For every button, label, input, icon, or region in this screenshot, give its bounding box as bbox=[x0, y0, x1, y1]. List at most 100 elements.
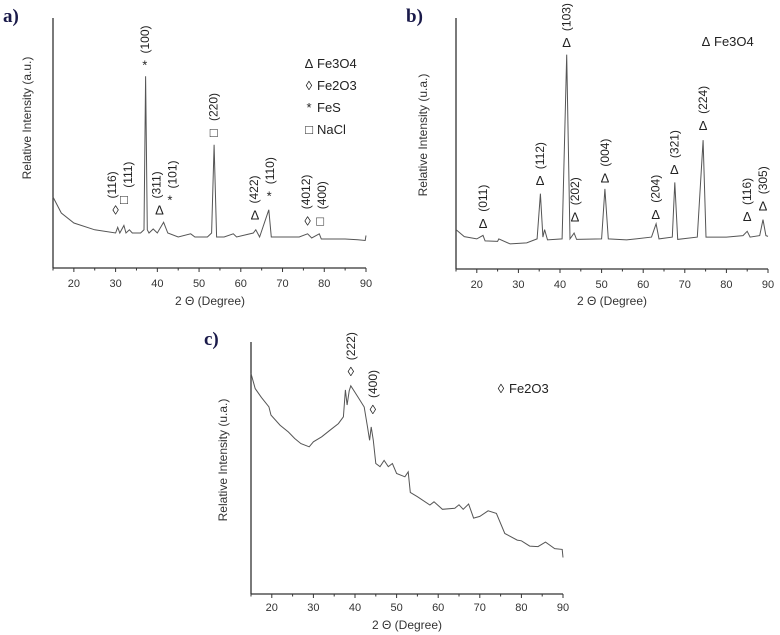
peak-marker: * bbox=[267, 188, 272, 203]
peak-label: (110) bbox=[263, 157, 277, 184]
peak-annotation: □ (111) bbox=[120, 162, 135, 207]
peak-marker: ◊ bbox=[304, 213, 311, 228]
peak-annotation: Δ (103) bbox=[560, 3, 574, 50]
legend-label: Fe2O3 bbox=[509, 381, 549, 396]
x-tick-label: 70 bbox=[679, 279, 691, 291]
peak-label: (305) bbox=[756, 166, 770, 194]
peak-annotation: ◊ (400) bbox=[366, 370, 380, 417]
x-tick-label: 90 bbox=[557, 602, 569, 614]
legend: Δ Fe3O4 bbox=[702, 34, 754, 49]
y-axis-label: Relative Intensity (u.a.) bbox=[216, 399, 230, 522]
peak-marker: Δ bbox=[601, 171, 610, 186]
peak-label: (112) bbox=[533, 142, 547, 169]
peak-label: (224) bbox=[696, 86, 710, 114]
panel-label: c) bbox=[204, 329, 219, 350]
x-tick-label: 20 bbox=[68, 278, 80, 290]
xrd-pattern-line bbox=[455, 54, 769, 245]
x-tick-label: 80 bbox=[318, 278, 330, 290]
x-axis-label: 2 Θ (Degree) bbox=[175, 294, 245, 308]
peak-annotation: Δ (112) bbox=[533, 142, 547, 188]
x-tick-label: 50 bbox=[595, 279, 607, 291]
x-tick-label: 60 bbox=[637, 279, 649, 291]
peak-annotation: Δ (204) bbox=[649, 175, 663, 222]
peak-label: (100) bbox=[138, 25, 152, 53]
peak-label: (202) bbox=[568, 177, 582, 205]
peak-marker: Δ bbox=[251, 208, 260, 223]
xrd-pattern-line bbox=[250, 373, 564, 558]
x-axis-label: 2 Θ (Degree) bbox=[372, 618, 442, 632]
peak-label: (204) bbox=[649, 175, 663, 203]
peak-annotation: Δ (224) bbox=[696, 86, 710, 133]
peak-label: (400) bbox=[366, 370, 380, 398]
peak-marker: Δ bbox=[743, 209, 752, 224]
x-tick-label: 30 bbox=[307, 602, 319, 614]
x-tick-label: 50 bbox=[193, 278, 205, 290]
peak-annotation: Δ (004) bbox=[598, 139, 612, 186]
x-tick-label: 30 bbox=[109, 278, 121, 290]
peak-label: (400) bbox=[315, 181, 329, 209]
peak-marker: Δ bbox=[571, 209, 580, 224]
peak-annotation: ◊ (4012) bbox=[299, 175, 313, 229]
legend-symbol: □ bbox=[305, 122, 313, 137]
x-tick-label: 80 bbox=[515, 602, 527, 614]
y-axis-label: Relative Intensity (u.a.) bbox=[416, 74, 430, 197]
x-tick-label: 90 bbox=[360, 278, 372, 290]
peak-annotation: Δ (311) bbox=[150, 171, 164, 217]
x-tick-label: 80 bbox=[720, 279, 732, 291]
x-tick-label: 40 bbox=[554, 279, 566, 291]
peak-marker: ◊ bbox=[370, 402, 377, 417]
peak-marker: ◊ bbox=[348, 364, 355, 379]
legend-label: NaCl bbox=[317, 122, 346, 137]
peak-label: (011) bbox=[476, 185, 490, 212]
x-tick-label: 20 bbox=[266, 602, 278, 614]
peak-annotation: Δ (011) bbox=[476, 185, 490, 231]
peak-marker: □ bbox=[120, 192, 128, 207]
legend-symbol: Δ bbox=[702, 34, 711, 49]
legend-label: Fe2O3 bbox=[317, 78, 357, 93]
peak-label: (422) bbox=[247, 175, 261, 203]
peak-marker: Δ bbox=[155, 203, 164, 218]
x-tick-label: 40 bbox=[349, 602, 361, 614]
x-tick-label: 60 bbox=[235, 278, 247, 290]
peak-label: (220) bbox=[207, 93, 221, 121]
x-axis-label: 2 Θ (Degree) bbox=[577, 294, 647, 308]
peak-annotation: * (101) bbox=[166, 160, 180, 207]
legend-symbol: Δ bbox=[305, 56, 314, 71]
peak-annotation: ◊ (116) bbox=[105, 171, 120, 217]
peak-label: (222) bbox=[344, 332, 358, 360]
legend: ◊ Fe2O3 bbox=[498, 381, 549, 396]
peak-label: (311) bbox=[150, 171, 164, 198]
peak-marker: Δ bbox=[699, 118, 708, 133]
panel-a: a) 20 30 40 50 60 70 80 90 2 Θ (Degree) Relative I… bbox=[3, 6, 372, 308]
x-tick-label: 70 bbox=[276, 278, 288, 290]
peak-marker: Δ bbox=[759, 198, 768, 213]
x-tick-label: 70 bbox=[474, 602, 486, 614]
xrd-pattern-line bbox=[52, 76, 367, 242]
peak-label: (101) bbox=[166, 160, 180, 188]
legend-symbol: * bbox=[306, 100, 311, 115]
x-tick-label: 90 bbox=[762, 279, 774, 291]
legend-label: FeS bbox=[317, 100, 341, 115]
peak-annotation: Δ (305) bbox=[756, 166, 770, 213]
panel-b: b) 20 30 40 50 60 70 80 90 2 Θ (Degree) Relative I… bbox=[406, 3, 774, 308]
legend-label: Fe3O4 bbox=[714, 34, 754, 49]
peak-marker: * bbox=[142, 58, 147, 73]
peak-marker: Δ bbox=[651, 207, 660, 222]
peak-annotation: ◊ (222) bbox=[344, 332, 358, 379]
peak-label: (116) bbox=[105, 171, 119, 198]
panel-label: b) bbox=[406, 6, 423, 27]
panel-c: c) 20 30 40 50 60 70 80 90 2 Θ (Degree) Relative I… bbox=[204, 329, 569, 632]
peak-marker: Δ bbox=[536, 173, 545, 188]
peak-label: (103) bbox=[560, 3, 574, 31]
legend: Δ Fe3O4 ◊ Fe2O3 * FeS □ NaCl bbox=[305, 56, 357, 137]
panel-label: a) bbox=[3, 6, 19, 27]
x-tick-label: 30 bbox=[512, 279, 524, 291]
peak-label: (4012) bbox=[299, 175, 313, 210]
peak-marker: Δ bbox=[479, 216, 488, 231]
legend-symbol: ◊ bbox=[498, 381, 505, 396]
x-tick-label: 50 bbox=[390, 602, 402, 614]
peak-marker: Δ bbox=[562, 35, 571, 50]
peak-label: (111) bbox=[121, 162, 135, 188]
peak-marker: * bbox=[167, 193, 172, 208]
